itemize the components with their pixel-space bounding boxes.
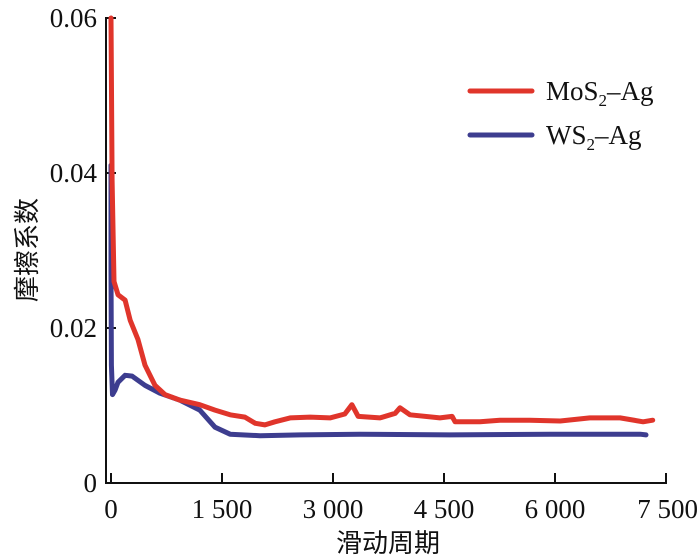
y-axis-title: 摩擦系数 bbox=[13, 198, 43, 302]
y-ticks: 0 0.02 0.04 0.06 bbox=[50, 3, 116, 498]
legend: MoS2–Ag WS2–Ag bbox=[467, 76, 654, 154]
legend-item-ws2-ag: WS2–Ag bbox=[467, 120, 642, 154]
y-tick-label: 0.04 bbox=[50, 158, 98, 188]
series-line-ws2-ag bbox=[108, 162, 649, 439]
x-ticks: 0 1 500 3 000 4 500 6 000 7 500 bbox=[104, 473, 698, 524]
y-tick-label: 0 bbox=[84, 468, 98, 498]
series-line-mos2-ag bbox=[108, 15, 656, 428]
x-tick-label: 1 500 bbox=[192, 494, 253, 524]
x-tick-label: 4 500 bbox=[414, 494, 475, 524]
x-tick-label: 3 000 bbox=[303, 494, 364, 524]
x-axis-title: 滑动周期 bbox=[336, 529, 440, 559]
legend-label-mos2-ag: MoS2–Ag bbox=[546, 76, 654, 110]
x-tick-label: 6 000 bbox=[525, 494, 586, 524]
legend-item-mos2-ag: MoS2–Ag bbox=[467, 76, 654, 110]
axes bbox=[105, 17, 667, 484]
y-tick-label: 0.06 bbox=[50, 3, 97, 33]
series-lines bbox=[108, 15, 656, 439]
y-tick-label: 0.02 bbox=[50, 313, 97, 343]
x-tick-label: 0 bbox=[104, 494, 118, 524]
x-tick-label: 7 500 bbox=[637, 494, 698, 524]
legend-label-ws2-ag: WS2–Ag bbox=[546, 120, 642, 154]
